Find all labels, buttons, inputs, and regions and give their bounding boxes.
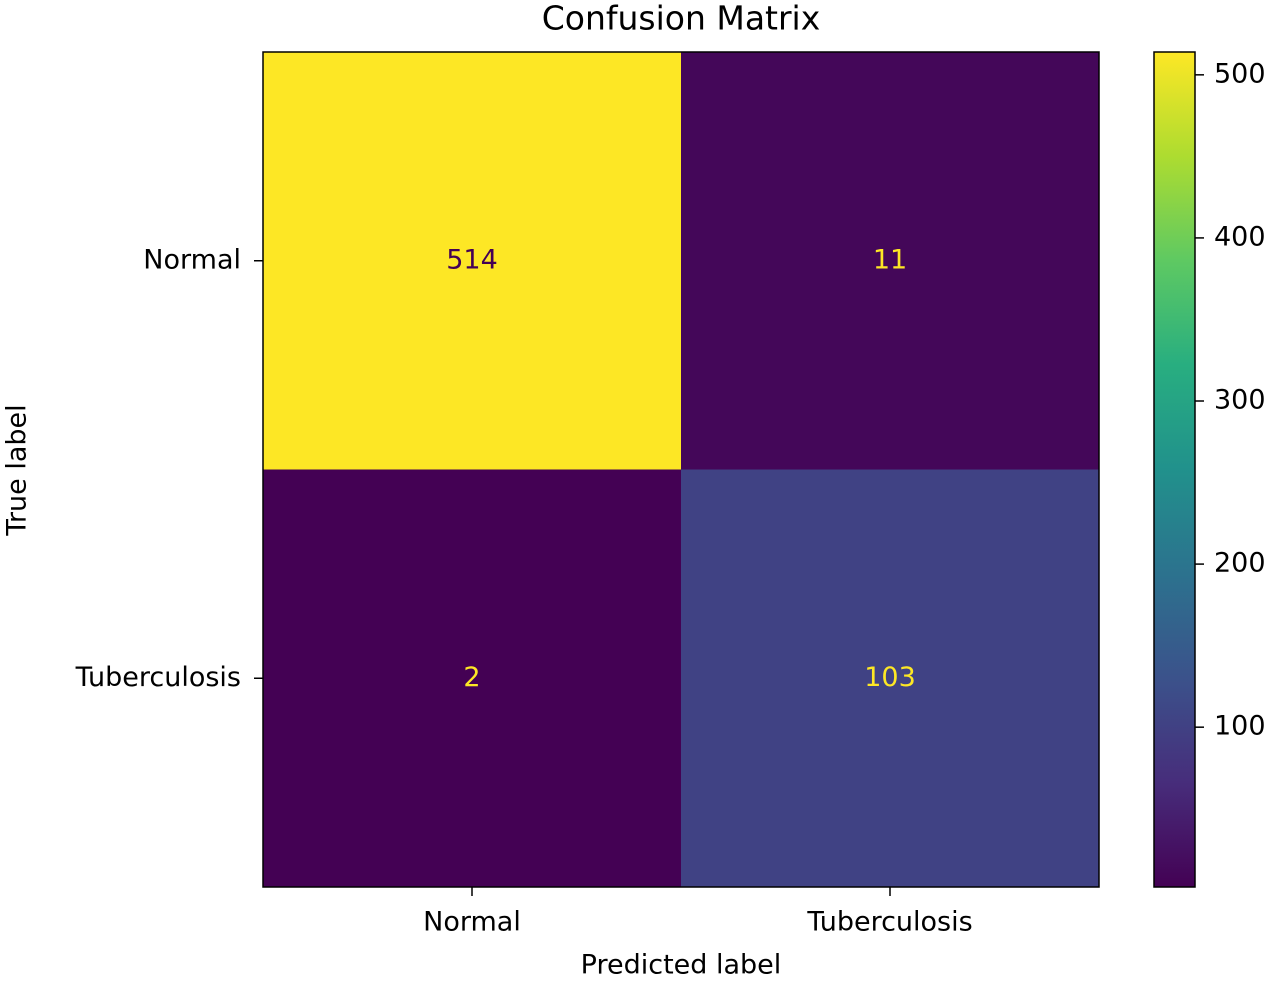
cell	[263, 469, 682, 888]
y-tick-label: Normal	[143, 244, 241, 275]
colorbar	[1153, 51, 1196, 888]
cell-label: 2	[463, 662, 480, 693]
y-tick-label: Tuberculosis	[75, 662, 241, 693]
chart-title: Confusion Matrix	[542, 0, 821, 38]
y-axis-label: True label	[2, 404, 33, 536]
colorbar-tick-label: 500	[1214, 58, 1266, 89]
plot-frame	[262, 51, 1100, 888]
x-tick-label: Normal	[423, 907, 521, 938]
colorbar-tick-label: 200	[1214, 548, 1266, 579]
x-axis-label: Predicted label	[581, 950, 782, 981]
cell	[681, 469, 1100, 888]
x-tick-label: Tuberculosis	[806, 907, 972, 938]
colorbar-tick-label: 400	[1214, 221, 1266, 252]
colorbar-tick-label: 300	[1214, 385, 1266, 416]
cell	[263, 52, 682, 470]
cell	[681, 52, 1100, 470]
cell-label: 11	[873, 244, 907, 275]
colorbar-tick-label: 100	[1214, 711, 1266, 742]
cell-label: 103	[864, 662, 916, 693]
cell-label: 514	[446, 244, 498, 275]
